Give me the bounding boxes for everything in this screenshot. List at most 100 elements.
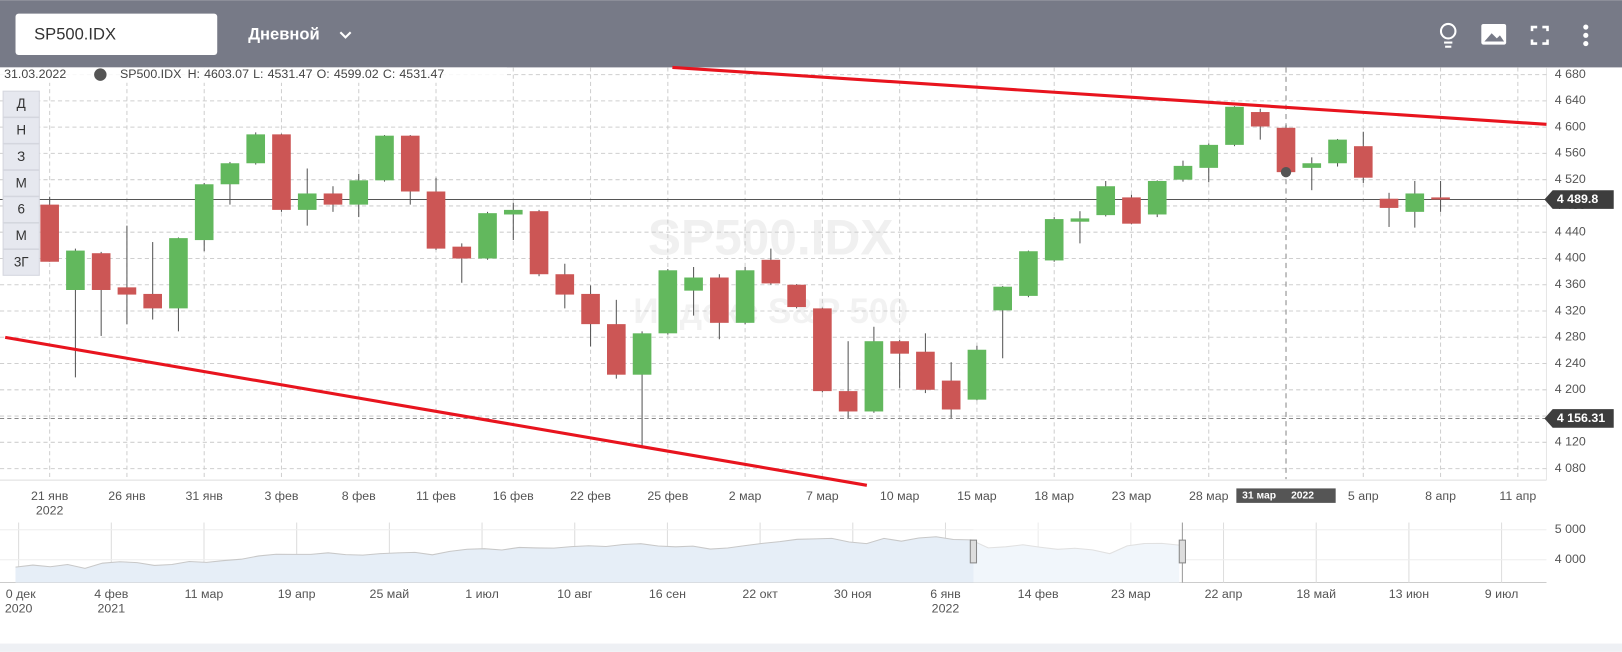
y-tick-label: 4 560 — [1555, 146, 1586, 160]
navigator-x-label: 11 мар — [185, 587, 224, 601]
y-tick-label: 4 680 — [1555, 67, 1586, 81]
candle-body — [194, 184, 214, 241]
navigator-y-label: 4 000 — [1555, 552, 1586, 566]
icon-idea[interactable] — [1439, 22, 1457, 48]
icon-fullscreen[interactable] — [1530, 25, 1549, 45]
legend-key: H: — [188, 67, 200, 81]
navigator-handle[interactable] — [1178, 539, 1186, 564]
navigator-x-label: 0 дек — [6, 587, 36, 601]
x-tick-label: 21 янв — [31, 489, 69, 503]
candle-body — [735, 270, 755, 323]
icon-menu[interactable] — [1583, 24, 1589, 47]
candle-body — [1199, 144, 1219, 168]
bottom-bar — [0, 643, 1622, 652]
candle-body — [838, 391, 858, 412]
candle-body — [761, 259, 781, 284]
navigator-x-year: 2020 — [5, 602, 33, 616]
navigator-line — [15, 536, 1180, 569]
x-tick-label: 22 фев — [570, 489, 611, 503]
y-tick-label: 4 400 — [1555, 251, 1586, 265]
symbol-input[interactable] — [15, 13, 218, 55]
navigator-x-label: 16 сен — [649, 587, 686, 601]
navigator-x-label: 22 окт — [742, 587, 778, 601]
legend-value: 4531.47 — [268, 67, 313, 81]
navigator-x-label: 14 фев — [1018, 587, 1059, 601]
y-tick-label: 4 080 — [1555, 461, 1586, 475]
price-label-box — [1544, 190, 1614, 209]
period-dropdown[interactable]: Дневной — [248, 25, 319, 44]
x-tick-label: 11 фев — [416, 489, 456, 503]
navigator-x-label: 6 янв — [930, 587, 961, 601]
y-tick-label: 4 520 — [1555, 172, 1586, 186]
candle-body — [426, 191, 446, 249]
candle-body — [1276, 127, 1296, 173]
candle-body — [967, 349, 987, 400]
legend-key: O: — [317, 67, 330, 81]
x-tick-label: 3 фев — [264, 489, 298, 503]
dropdown-arrow[interactable] — [339, 31, 352, 39]
trend-line — [672, 65, 1547, 126]
candle-body — [916, 351, 935, 390]
candle-body — [581, 293, 600, 325]
period-button[interactable] — [2, 196, 40, 224]
navigator-x-year: 2022 — [932, 602, 960, 616]
navigator-x-label: 30 ноя — [834, 587, 872, 601]
x-tick-label: 28 мар — [1189, 489, 1229, 503]
x-tick-label: 5 апр — [1348, 489, 1379, 503]
candle-body — [710, 277, 729, 323]
crosshair-dot — [1280, 166, 1292, 178]
legend-key: L: — [253, 67, 263, 81]
period-button-label: Д — [17, 96, 26, 111]
candle-body — [607, 324, 626, 375]
period-button[interactable] — [2, 169, 40, 197]
navigator-x-label: 23 мар — [1111, 587, 1151, 601]
y-tick-label: 4 600 — [1555, 119, 1586, 133]
candle-body — [1405, 193, 1425, 212]
candle-body — [1173, 165, 1193, 180]
navigator-window[interactable] — [973, 522, 1183, 583]
navigator-x-label: 9 июл — [1485, 587, 1519, 601]
candle-body — [400, 135, 420, 192]
period-button-label: 3Г — [14, 254, 29, 269]
candle-body — [1225, 106, 1244, 145]
y-tick-label: 4 200 — [1555, 382, 1586, 396]
candle-body — [1431, 197, 1450, 200]
x-tick-label: 7 мар — [806, 489, 839, 503]
candle-body — [1379, 198, 1399, 208]
candle-body — [169, 238, 188, 309]
candle-body — [40, 204, 59, 262]
candle-body — [503, 209, 523, 215]
legend-symbol: SP500.IDX — [120, 67, 182, 81]
candle-body — [272, 134, 291, 210]
price-label: 4 489.8 — [1557, 192, 1598, 206]
candle-body — [529, 211, 549, 275]
x-tick-label: 31 янв — [185, 489, 223, 503]
candle-body — [66, 250, 85, 290]
candle-body — [684, 277, 703, 291]
candle-body — [632, 333, 652, 375]
symbol-text: SP500.IDX — [34, 25, 116, 44]
x-tick-year: 2022 — [36, 503, 64, 517]
candle-body — [117, 287, 137, 295]
period-button[interactable] — [2, 222, 40, 250]
navigator-x-label: 1 июл — [465, 587, 499, 601]
x-tick-label: 26 янв — [108, 489, 146, 503]
y-tick-label: 4 440 — [1555, 224, 1586, 238]
candle-body — [1147, 180, 1167, 215]
navigator-handle[interactable] — [969, 539, 978, 564]
y-tick-label: 4 320 — [1555, 303, 1586, 317]
period-button[interactable] — [2, 248, 40, 276]
y-tick-label: 4 240 — [1555, 356, 1586, 370]
navigator-y-label: 5 000 — [1555, 522, 1586, 536]
y-tick-label: 4 360 — [1555, 277, 1586, 291]
candle-body — [1070, 218, 1090, 222]
navigator-x-label: 25 май — [370, 587, 410, 601]
icon-image[interactable] — [1481, 23, 1507, 45]
period-button[interactable] — [2, 143, 40, 171]
x-tick-label: 11 апр — [1499, 489, 1536, 503]
candle-body — [452, 246, 472, 259]
candle-body — [1353, 146, 1373, 178]
x-tick-label: 8 фев — [342, 489, 376, 503]
